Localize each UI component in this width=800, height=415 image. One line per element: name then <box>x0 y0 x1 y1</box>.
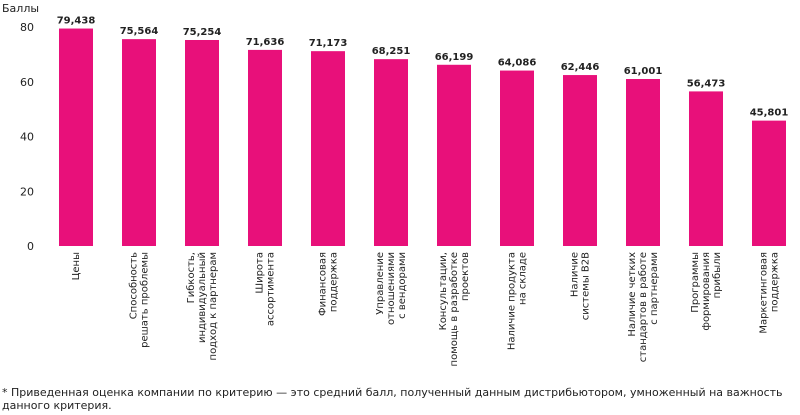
bar-value-label: 68,251 <box>372 46 411 57</box>
x-tick-label: Широта <box>255 252 266 294</box>
x-tick-label: Наличие <box>570 252 581 297</box>
bar <box>311 51 345 247</box>
bar <box>500 70 534 246</box>
bar-value-label: 75,254 <box>183 27 222 38</box>
bar-value-label: 71,173 <box>309 38 348 49</box>
bar <box>563 75 597 246</box>
x-tick-label: прибыли <box>712 252 723 298</box>
y-tick-label: 40 <box>20 131 34 144</box>
bar-chart: Баллы 0 20 40 60 80 79,438 75,564 75,254 71,636… <box>2 2 789 367</box>
x-tick-label: Цены <box>71 252 82 280</box>
y-tick-label: 80 <box>20 21 34 34</box>
x-tick-label: стандартов в работе <box>638 252 649 362</box>
y-tick-label: 0 <box>27 240 34 253</box>
bars <box>59 28 786 247</box>
x-tick-label: Способность <box>129 252 140 319</box>
x-tick-label: Управление <box>375 252 386 315</box>
bar <box>248 49 282 246</box>
y-tick-label: 20 <box>20 185 34 198</box>
x-tick-label: поддержка <box>770 252 781 312</box>
x-tick-label: отношениями <box>386 252 397 325</box>
bar-value-label: 62,446 <box>561 62 600 73</box>
bar <box>437 64 471 246</box>
x-tick-label: Наличие четких <box>627 252 638 337</box>
bar-value-label: 56,473 <box>687 78 726 89</box>
y-axis-ticks: 0 20 40 60 80 <box>20 21 34 253</box>
bar <box>626 79 660 246</box>
bar-value-label: 79,438 <box>57 16 96 27</box>
x-tick-label: Программы <box>690 252 701 313</box>
footnote: * Приведенная оценка компании по критери… <box>2 386 783 412</box>
x-tick-label: с вендорами <box>397 252 408 319</box>
bar <box>185 39 219 247</box>
x-tick-label: системы B2B <box>581 252 592 320</box>
x-tick-label: проектов <box>460 252 471 301</box>
x-tick-label: Консультации, <box>438 252 449 330</box>
bar-value-label: 64,086 <box>498 58 537 69</box>
bar <box>59 28 93 246</box>
x-tick-label: решать проблемы <box>140 252 151 348</box>
x-tick-label: Финансовая <box>318 252 329 316</box>
x-tick-label: помощь в разработке <box>449 252 460 366</box>
x-tick-label: Наличие продукта <box>507 252 518 350</box>
x-tick-label: формирования <box>701 252 712 331</box>
x-axis-labels: Цены Способность решать проблемы Гибкость, и… <box>71 252 781 367</box>
bar-value-label: 75,564 <box>120 26 159 37</box>
x-tick-label: поддержка <box>329 252 340 312</box>
x-tick-label: Маркетинговая <box>759 252 770 334</box>
x-tick-label: на складе <box>518 252 529 305</box>
y-tick-label: 60 <box>20 76 34 89</box>
x-tick-label: Гибкость, <box>186 252 197 303</box>
bar <box>122 39 156 246</box>
bar <box>752 120 786 246</box>
bar-value-label: 71,636 <box>246 37 285 48</box>
y-axis-label: Баллы <box>2 2 39 15</box>
bar-value-label: 45,801 <box>750 108 789 119</box>
bar-value-label: 61,001 <box>624 66 663 77</box>
x-tick-label: с партнерами <box>649 252 660 325</box>
x-tick-label: подход к партнерам <box>208 252 219 360</box>
bar <box>689 91 723 247</box>
value-labels: 79,438 75,564 75,254 71,636 71,173 68,251 66,1… <box>57 16 789 119</box>
bar <box>374 59 408 246</box>
x-tick-label: ассортимента <box>266 252 277 326</box>
x-tick-label: индивидуальный <box>197 252 208 343</box>
bar-value-label: 66,199 <box>435 52 474 63</box>
